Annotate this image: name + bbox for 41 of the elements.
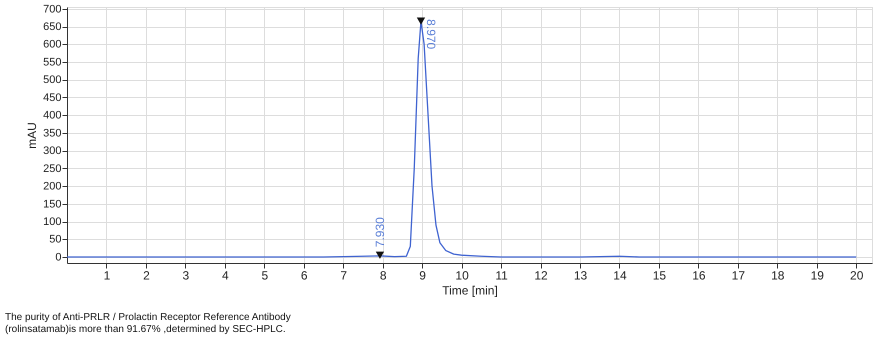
y-tick-label: 50 <box>49 234 62 246</box>
x-tick-label: 8 <box>380 268 387 282</box>
y-tick-label: 150 <box>43 198 62 210</box>
x-tick-label: 6 <box>300 268 308 282</box>
annotation: 8.970 <box>424 19 438 50</box>
x-tick-label: 4 <box>222 268 229 282</box>
x-tick-label: 13 <box>574 268 588 282</box>
y-tick-label: 550 <box>43 56 62 68</box>
y-tick-label: 400 <box>43 110 62 122</box>
y-tick-label: 500 <box>43 74 62 86</box>
x-tick-label: 19 <box>810 268 824 282</box>
text: (rolinsatamab)is more than 91.67% ,determined by SEC-HPLC. <box>5 324 286 335</box>
x-tick-label: 1 <box>104 268 111 282</box>
x-tick-label: 16 <box>692 268 706 282</box>
x-tick-label: 5 <box>261 268 268 282</box>
x-tick-label: 2 <box>143 268 150 282</box>
x-tick-label: 11 <box>495 268 508 282</box>
x-axis-title: Time [min] <box>442 284 498 298</box>
x-tick-label: 3 <box>182 268 190 282</box>
y-tick-label: 300 <box>43 145 62 158</box>
y-tick-label: 600 <box>43 38 62 51</box>
x-tick-label: 9 <box>419 268 426 282</box>
x-tick-label: 7 <box>340 268 348 282</box>
x-tick-label: 20 <box>850 268 864 282</box>
text: The purity of Anti-PRLR / Prolactin Receptor Reference Antibody <box>5 312 291 323</box>
x-tick-label: 15 <box>652 268 666 282</box>
y-axis-title: mAU <box>25 122 40 149</box>
x-tick-label: 10 <box>455 268 470 282</box>
x-tick-label: 17 <box>732 268 746 282</box>
x-tick-label: 12 <box>534 268 548 282</box>
y-tick-label: 700 <box>43 3 62 16</box>
y-tick-label: 450 <box>43 92 62 104</box>
y-tick-label: 350 <box>43 127 62 140</box>
y-tick-label: 100 <box>43 216 62 228</box>
y-tick-label: 250 <box>43 162 62 175</box>
annotation: 7.930 <box>372 216 387 248</box>
y-tick-label: 200 <box>43 180 62 193</box>
y-tick-label: 650 <box>43 21 62 33</box>
x-tick-label: 14 <box>613 268 627 282</box>
y-tick-label: 0 <box>55 251 62 264</box>
x-tick-label: 18 <box>771 268 785 282</box>
